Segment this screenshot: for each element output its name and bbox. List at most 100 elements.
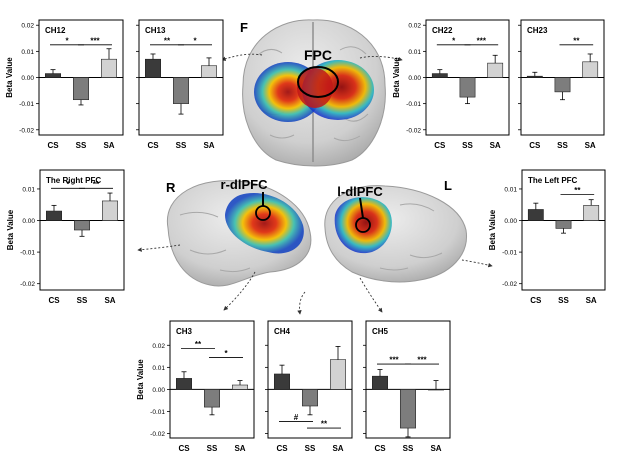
y-axis-label: Beta Value (5, 57, 14, 98)
significance-label: *** (90, 36, 100, 45)
bar-ss (301, 389, 318, 407)
chart-rpfc: The Right PFC -0.02 -0.01 0.00 0.01 Beta Valu… (6, 169, 125, 305)
y-axis-label: Beta Value (136, 359, 145, 400)
x-tick-label: CS (276, 444, 288, 453)
bar-sa (102, 200, 119, 221)
y-tick-label: 0.01 (152, 365, 165, 372)
brain-right-view (166, 180, 312, 287)
y-tick-label: -0.02 (20, 281, 35, 288)
chart-title: CH5 (372, 327, 389, 336)
chart-ch5: CH5 CS SS SA *** *** (363, 320, 451, 453)
bar-ss (399, 389, 416, 429)
x-tick-label: CS (374, 444, 386, 453)
y-axis-label: Beta Value (488, 209, 497, 250)
significance-label: * (193, 36, 197, 45)
x-tick-label: SA (234, 444, 245, 453)
x-tick-label: CS (47, 141, 59, 150)
y-tick-label: -0.02 (150, 431, 165, 438)
bar-sa (329, 359, 346, 390)
bar-sa (487, 62, 504, 78)
x-tick-label: SS (305, 444, 316, 453)
bar-ss (459, 77, 476, 98)
significance-label: ** (195, 340, 202, 349)
left-view-label: L (444, 178, 452, 193)
y-tick-label: 0.00 (21, 75, 34, 82)
y-tick-label: 0.02 (408, 23, 421, 30)
bar-cs (431, 73, 448, 78)
bar-ss (555, 220, 572, 229)
bar-ss (73, 77, 90, 101)
x-tick-label: SA (332, 444, 343, 453)
y-tick-label: 0.00 (152, 387, 165, 394)
y-tick-label: 0.01 (504, 186, 517, 193)
brain-front-view (242, 19, 386, 167)
y-tick-label: 0.00 (22, 218, 35, 225)
significance-label: # (294, 413, 299, 422)
x-tick-label: SS (403, 444, 414, 453)
x-tick-label: SS (207, 444, 218, 453)
bar-sa (232, 384, 249, 390)
significance-label: * (66, 180, 70, 189)
chart-title: CH4 (274, 327, 291, 336)
x-tick-label: SS (176, 141, 187, 150)
r-dlpfc-label: r-dlPFC (221, 177, 269, 192)
x-tick-label: SA (430, 444, 441, 453)
x-tick-label: SS (462, 141, 473, 150)
bar-ss (74, 220, 91, 231)
x-tick-label: SS (557, 141, 568, 150)
significance-label: * (452, 36, 456, 45)
significance-label: *** (477, 36, 487, 45)
significance-label: ** (93, 180, 100, 189)
y-tick-label: -0.01 (19, 101, 34, 108)
x-tick-label: SS (76, 141, 87, 150)
x-tick-label: CS (48, 296, 60, 305)
x-tick-label: SA (586, 296, 597, 305)
connector-arrows (137, 53, 493, 315)
brain-left-view (324, 185, 467, 283)
chart-title: The Right PFC (46, 176, 101, 185)
bar-ss (173, 77, 190, 104)
chart-lpfc: The Left PFC -0.02 -0.01 0.00 0.01 Beta Value… (488, 169, 606, 305)
x-tick-label: SA (103, 141, 114, 150)
bar-sa (582, 61, 599, 78)
x-tick-label: CS (178, 444, 190, 453)
x-tick-label: CS (147, 141, 159, 150)
y-tick-label: 0.01 (21, 49, 34, 56)
y-tick-label: -0.02 (406, 127, 421, 134)
l-dlpfc-label: l-dlPFC (337, 184, 383, 199)
x-tick-label: SA (203, 141, 214, 150)
fpc-marker (297, 66, 339, 98)
y-tick-label: 0.02 (21, 23, 34, 30)
bar-cs (145, 58, 162, 78)
chart-title: CH22 (432, 26, 453, 35)
bar-ss (554, 77, 571, 93)
x-tick-label: CS (530, 296, 542, 305)
bar-sa (583, 205, 600, 221)
significance-label: ** (574, 186, 581, 195)
x-tick-label: SA (490, 141, 501, 150)
y-tick-label: -0.02 (19, 127, 34, 134)
chart-ch12: CH12 -0.02 -0.01 0.00 0.01 0.02 Beta Value CS SS… (5, 19, 124, 150)
significance-label: ** (321, 420, 328, 429)
x-tick-label: SA (585, 141, 596, 150)
y-tick-label: -0.01 (502, 250, 517, 257)
y-tick-label: -0.02 (502, 281, 517, 288)
bar-cs (273, 373, 290, 390)
y-tick-label: 0.02 (152, 343, 165, 350)
y-tick-label: -0.01 (406, 101, 421, 108)
y-tick-label: 0.00 (408, 75, 421, 82)
chart-title: CH3 (176, 327, 193, 336)
front-view-label: F (240, 20, 248, 35)
x-tick-label: SS (77, 296, 88, 305)
significance-label: ** (164, 36, 171, 45)
chart-title: CH12 (45, 26, 66, 35)
bar-cs (176, 378, 193, 390)
bar-sa (201, 65, 218, 78)
y-tick-label: -0.01 (150, 409, 165, 416)
significance-label: *** (389, 356, 399, 365)
x-tick-label: SA (104, 296, 115, 305)
chart-title: CH23 (527, 26, 548, 35)
chart-panels: CH12 -0.02 -0.01 0.00 0.01 0.02 Beta Value CS SS… (5, 19, 606, 453)
chart-ch22: CH22 -0.02 -0.01 0.00 0.01 0.02 Beta Value CS SS… (392, 19, 510, 150)
